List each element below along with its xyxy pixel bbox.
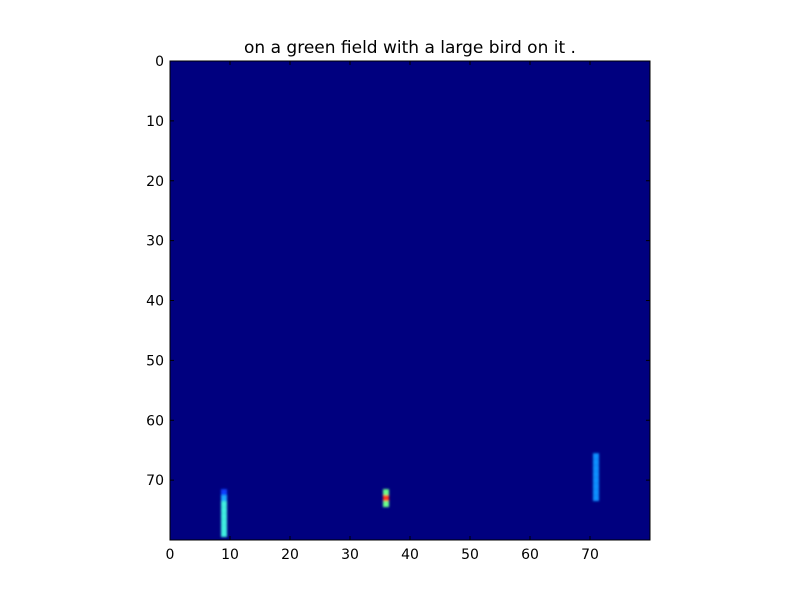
heatmap-cell (593, 471, 599, 478)
y-tick-label: 20 (146, 174, 164, 190)
plot-background (170, 61, 650, 540)
heatmap-cell (383, 501, 389, 508)
heatmap-cell (221, 501, 227, 508)
heatmap-cell (221, 489, 227, 496)
y-axis: 0 10 20 30 40 50 60 70 (146, 54, 650, 489)
heatmap-cell (221, 525, 227, 532)
y-tick-label: 50 (146, 353, 164, 369)
x-tick-label: 20 (281, 547, 299, 563)
heatmap-cell (593, 477, 599, 484)
heatmap-cell (221, 507, 227, 514)
x-tick-label: 40 (401, 547, 419, 563)
chart-title: on a green field with a large bird on it… (244, 38, 576, 58)
x-axis: 0 10 20 30 40 50 60 70 (166, 61, 599, 563)
heatmap-cell (593, 483, 599, 490)
x-tick-label: 0 (166, 547, 175, 563)
x-tick-label: 70 (581, 547, 599, 563)
heatmap-cell (593, 495, 599, 502)
heatmap-cell (593, 465, 599, 472)
heatmap-cell (221, 531, 227, 538)
heatmap-cell (593, 453, 599, 460)
x-tick-label: 60 (521, 547, 539, 563)
heatmap-cell (383, 489, 389, 496)
heatmap-cells (221, 453, 599, 538)
x-tick-label: 50 (461, 547, 479, 563)
heatmap-cell (593, 459, 599, 466)
y-tick-label: 30 (146, 234, 164, 250)
heatmap-cell (221, 495, 227, 502)
heatmap-cell (593, 489, 599, 496)
heatmap-cell (221, 513, 227, 520)
x-tick-label: 30 (341, 547, 359, 563)
x-tick-label: 10 (221, 547, 239, 563)
y-tick-label: 10 (146, 114, 164, 130)
y-tick-label: 40 (146, 294, 164, 310)
y-tick-label: 60 (146, 413, 164, 429)
y-tick-label: 70 (146, 473, 164, 489)
heatmap-cell (221, 519, 227, 526)
heatmap-cell (383, 495, 389, 502)
y-tick-label: 0 (155, 54, 164, 70)
